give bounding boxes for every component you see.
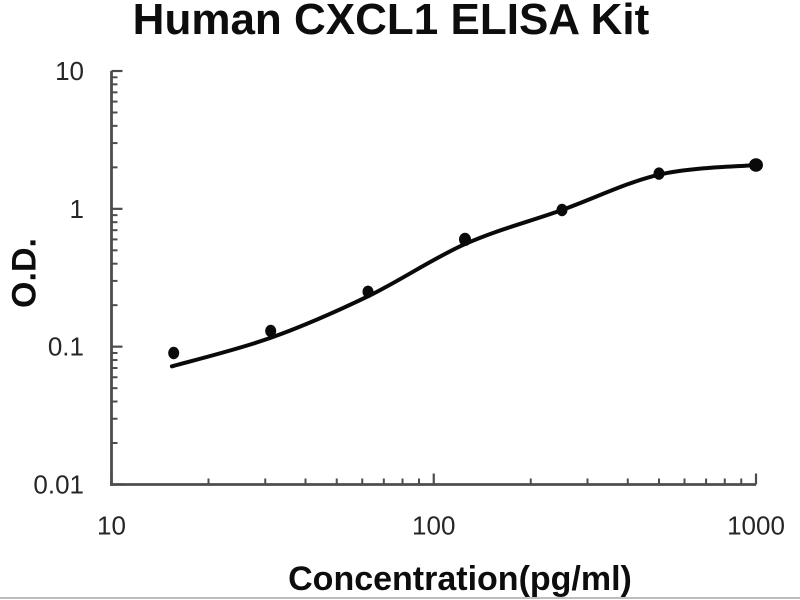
x-tick-label: 10 xyxy=(97,511,126,541)
fit-curve-path xyxy=(169,163,758,369)
x-tick-label: 1000 xyxy=(727,511,785,541)
data-point-marker xyxy=(653,167,665,180)
y-tick-label: 1 xyxy=(70,194,84,224)
x-tick-label: 100 xyxy=(412,511,455,541)
y-tick-label: 10 xyxy=(55,56,84,86)
data-point-marker xyxy=(556,203,568,217)
x-axis-label: Concentration(pg/ml) xyxy=(288,560,632,598)
bottom-edge-line xyxy=(0,597,800,599)
data-point-marker xyxy=(168,346,180,360)
data-point-marker xyxy=(459,232,471,246)
data-point-marker xyxy=(749,158,763,172)
data-point-marker xyxy=(362,285,374,298)
y-tick-label: 0.1 xyxy=(48,332,84,362)
data-point-marker xyxy=(265,324,277,338)
chart-title: Human CXCL1 ELISA Kit xyxy=(132,0,650,44)
y-tick-label: 0.01 xyxy=(33,470,84,500)
